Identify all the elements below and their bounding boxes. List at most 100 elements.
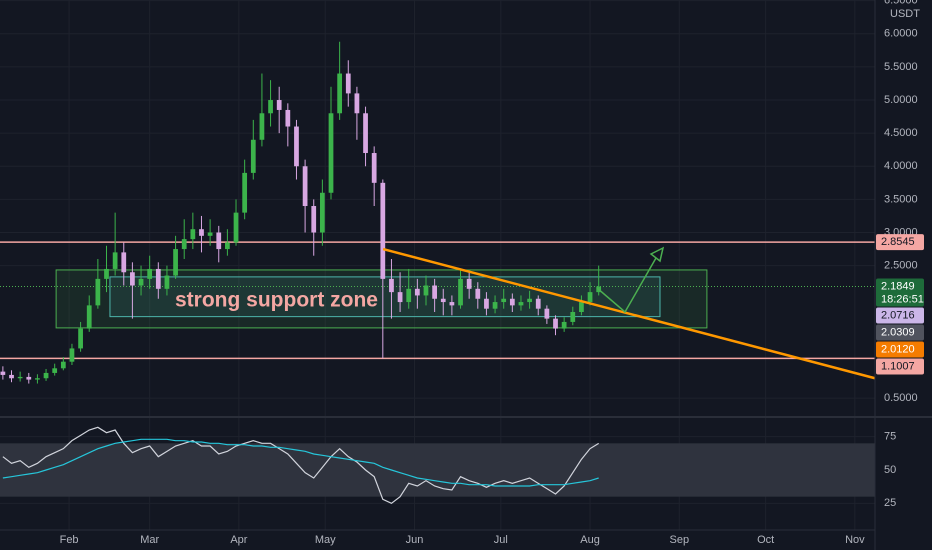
candle-body bbox=[155, 268, 161, 289]
candle-body bbox=[509, 298, 515, 306]
x-tick-label: Sep bbox=[669, 534, 689, 546]
candle-body bbox=[449, 302, 455, 306]
candle-body bbox=[190, 229, 196, 240]
candle-body bbox=[225, 242, 230, 250]
y-tick-label: 4.0000 bbox=[884, 160, 918, 172]
candle-body bbox=[570, 312, 576, 322]
countdown-label: 18:26:51 bbox=[881, 293, 924, 305]
candle-body bbox=[181, 239, 187, 250]
candle-body bbox=[380, 182, 386, 279]
candle-body bbox=[553, 318, 558, 329]
candle-body bbox=[242, 172, 248, 213]
y-tick-label: 75 bbox=[884, 431, 896, 443]
candle-body bbox=[233, 212, 239, 243]
candle-body bbox=[164, 275, 170, 289]
candle-body bbox=[259, 113, 265, 140]
candle-body bbox=[319, 192, 325, 233]
candle-body bbox=[112, 252, 118, 269]
price-label: 2.1849 bbox=[881, 280, 915, 292]
candle-body bbox=[276, 100, 282, 110]
candle-body bbox=[579, 302, 584, 312]
candle-body bbox=[345, 73, 351, 94]
trend-line bbox=[382, 247, 876, 380]
y-tick-label: 5.0000 bbox=[884, 94, 918, 106]
candle-body bbox=[475, 288, 481, 299]
candle-body bbox=[26, 376, 32, 380]
candle-body bbox=[328, 113, 334, 193]
candle-body bbox=[354, 93, 360, 114]
arrow bbox=[596, 257, 657, 314]
candle-body bbox=[43, 372, 49, 379]
candle-body bbox=[406, 288, 412, 303]
candle-body bbox=[518, 302, 524, 306]
price-label-box bbox=[876, 341, 924, 358]
arrow-head bbox=[649, 246, 665, 263]
candle-body bbox=[9, 374, 14, 379]
price-label: 2.0309 bbox=[881, 326, 915, 338]
candle-body bbox=[52, 368, 58, 373]
y-tick-label: 50 bbox=[884, 464, 896, 476]
x-tick-label: Nov bbox=[845, 534, 865, 546]
x-tick-label: May bbox=[315, 534, 336, 546]
candle-body bbox=[268, 100, 273, 114]
unit-label: USDT bbox=[890, 8, 920, 20]
annotation: strong support zone bbox=[175, 289, 378, 312]
x-tick-label: Feb bbox=[60, 534, 79, 546]
x-tick-label: Aug bbox=[580, 534, 600, 546]
candle-body bbox=[0, 371, 6, 375]
candle-body bbox=[432, 285, 437, 299]
candle-body bbox=[423, 285, 429, 296]
x-tick-label: Oct bbox=[757, 534, 774, 546]
candle-body bbox=[285, 109, 291, 127]
candle-body bbox=[78, 328, 83, 349]
candle-body bbox=[363, 113, 368, 154]
candle-body bbox=[302, 166, 308, 207]
y-tick-label: 25 bbox=[884, 497, 896, 509]
candle-body bbox=[17, 376, 23, 379]
candle-body bbox=[130, 272, 135, 286]
candle-body bbox=[484, 298, 489, 309]
x-tick-label: Apr bbox=[230, 534, 247, 546]
price-label: 2.0120 bbox=[881, 343, 915, 355]
candle-body bbox=[501, 298, 507, 303]
candle-body bbox=[337, 73, 343, 114]
candle-body bbox=[35, 378, 40, 380]
candle-body bbox=[294, 126, 299, 167]
y-tick-label: 2.5000 bbox=[884, 260, 918, 272]
candle-body bbox=[458, 278, 463, 306]
candle-body bbox=[147, 268, 153, 279]
candle-body bbox=[371, 153, 377, 183]
candle-body bbox=[173, 249, 178, 276]
candle-body bbox=[466, 278, 472, 289]
candle-body bbox=[60, 361, 66, 369]
candle-body bbox=[69, 348, 75, 362]
indicator-line bbox=[2, 426, 599, 505]
candle-body bbox=[121, 252, 127, 273]
candle-body bbox=[311, 206, 317, 233]
candle-body bbox=[535, 298, 541, 309]
candle-body bbox=[397, 292, 403, 303]
y-tick-label: 6.0000 bbox=[884, 28, 918, 40]
candle-body bbox=[544, 308, 550, 319]
x-tick-label: Mar bbox=[140, 534, 159, 546]
rsi-band bbox=[0, 443, 875, 497]
y-tick-label: 4.5000 bbox=[884, 127, 918, 139]
price-label-box bbox=[876, 324, 924, 341]
x-tick-label: Jun bbox=[406, 534, 424, 546]
y-tick-label: 0.5000 bbox=[884, 392, 918, 404]
candle-body bbox=[414, 288, 420, 296]
candle-body bbox=[86, 305, 92, 329]
price-label-box bbox=[876, 278, 924, 307]
x-tick-label: Jul bbox=[494, 534, 508, 546]
candle-body bbox=[389, 278, 394, 293]
y-tick-label: 6.5000 bbox=[884, 0, 918, 7]
candle-body bbox=[216, 232, 222, 250]
price-label-box bbox=[876, 234, 924, 251]
candle-body bbox=[250, 139, 256, 173]
candle-body bbox=[138, 278, 144, 286]
candle-body bbox=[440, 298, 446, 303]
price-label-box bbox=[876, 358, 924, 375]
candle-body bbox=[587, 292, 593, 303]
